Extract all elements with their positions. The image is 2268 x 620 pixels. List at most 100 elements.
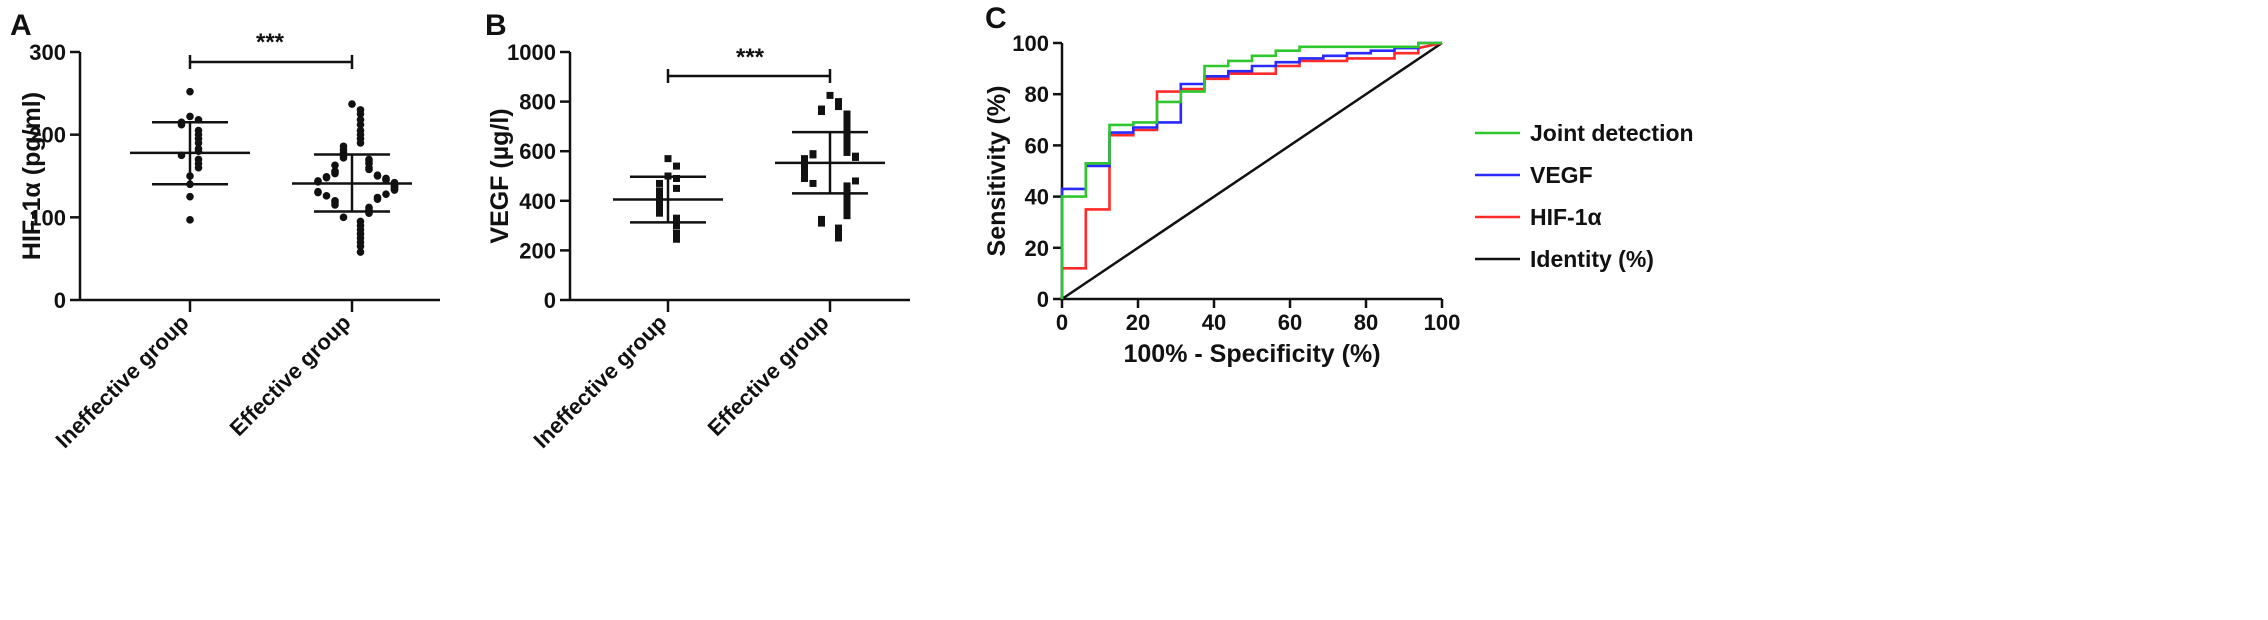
panel-a-group-2-point-43 <box>314 188 322 197</box>
panel-b-group-2-point-57 <box>843 212 851 220</box>
panel-b-group-1-point-13 <box>673 214 680 222</box>
panel-b-group-2-point-1 <box>835 98 842 106</box>
panel-a-group-2-point-55 <box>339 213 348 222</box>
panel-b-group-1-point-1 <box>673 162 680 170</box>
panel-c-legend-label-vegf: VEGF <box>1530 162 1593 188</box>
panel-a-group-2-point-26 <box>322 173 331 182</box>
panel-b-y-tick-label-1: 200 <box>519 238 556 263</box>
panel-b-category-label-2: Effective group <box>703 310 834 441</box>
panel-a-y-ticks: 0 100 200 300 <box>29 40 80 313</box>
panel-b-group-1-point-0 <box>664 155 672 163</box>
panel-b-group-2-point-23 <box>809 151 817 159</box>
panel-b-group-1-point-3 <box>673 174 680 182</box>
panel-a-group-2-point-63 <box>356 248 365 256</box>
panel-a-y-tick-label-2: 200 <box>29 123 66 148</box>
panel-c-y-tick-label-3: 60 <box>1025 133 1049 158</box>
panel-b-y-tick-label-0: 0 <box>544 288 556 313</box>
panel-c-y-tick-label-1: 20 <box>1025 236 1049 261</box>
panel-b-group-2-point-58 <box>818 215 825 223</box>
panel-b-letter: B <box>485 9 507 42</box>
panel-a-y-axis-title: HIF-1α (pg/ml) <box>18 92 46 260</box>
panel-b-group-2-point-42 <box>801 174 808 182</box>
panel-a-points <box>177 87 399 256</box>
panel-b-points <box>656 91 859 243</box>
panel-b-y-tick-label-5: 1000 <box>507 40 556 65</box>
panel-a-group-1-point-14 <box>194 163 203 172</box>
panel-c-legend-label-identity: Identity (%) <box>1530 246 1654 272</box>
panel-a-group-2-point-4 <box>356 120 365 129</box>
panel-c-series-identity <box>1061 41 1443 301</box>
panel-c-x-tick-label-3: 60 <box>1278 310 1302 335</box>
panel-c-x-tick-label-1: 20 <box>1126 310 1150 335</box>
panel-a-y-tick-label-1: 100 <box>29 205 66 230</box>
panel-b-group-2-point-62 <box>835 234 842 242</box>
panel-a-significance-label: *** <box>256 29 285 56</box>
panel-b-group-2-point-4 <box>818 108 825 116</box>
panel-a-group-2-point-13 <box>339 154 348 162</box>
panel-c-x-tick-label-4: 80 <box>1354 310 1378 335</box>
panel-c-y-tick-label-4: 80 <box>1025 82 1049 107</box>
panel-a-group-2-point-50 <box>331 201 339 209</box>
panel-c-x-tick-label-5: 100 <box>1424 310 1461 335</box>
panel-c-legend-label-joint-detection: Joint detection <box>1530 120 1694 146</box>
panel-a-group-2-point-24 <box>373 172 382 180</box>
panel-a-group-1-point-18 <box>186 216 194 224</box>
panel-b-group-1-point-12 <box>656 209 663 217</box>
panel-a-group-2-point-22 <box>331 169 339 178</box>
panel-a-category-label-2: Effective group <box>225 310 356 441</box>
panel-b-group-2-point-44 <box>809 179 817 187</box>
panel-a-group-2-point-47 <box>373 195 382 203</box>
panel-b-group-2-point-43 <box>852 177 859 185</box>
panel-a-group-2-point-62 <box>356 242 365 251</box>
panel-c-ticks: 0 20 40 60 80 100 0 20 40 60 80 100 <box>1012 31 1460 335</box>
panel-b-group-2-point-21 <box>843 148 851 156</box>
panel-b: B VEGF (µg/l) Ineffective group Effectiv… <box>485 9 910 453</box>
panel-c-x-tick-label-0: 0 <box>1056 310 1068 335</box>
panel-b-group-2-point-61 <box>835 229 842 237</box>
panel-a-group-1-point-0 <box>186 87 194 96</box>
panel-b-group-1-point-16 <box>673 235 680 243</box>
panel-c-series-joint-detection <box>1060 41 1442 299</box>
panel-a-letter: A <box>10 9 32 42</box>
panel-b-group-2-point-2 <box>835 103 842 111</box>
panel-c-y-axis-title: Sensitivity (%) <box>983 86 1011 257</box>
panel-a-stat-bars <box>130 121 412 213</box>
panel-a-group-1-point-17 <box>186 192 194 201</box>
panel-c-x-tick-label-2: 40 <box>1202 310 1226 335</box>
panel-a-group-2-point-29 <box>382 176 390 184</box>
panel-a-group-2-point-45 <box>322 192 331 200</box>
panel-a-group-1-point-1 <box>186 112 194 121</box>
panel-b-group-1-point-15 <box>673 229 680 237</box>
panel-b-group-2-point-25 <box>852 153 859 161</box>
panel-a-group-2-point-0 <box>348 100 356 108</box>
panel-b-group-1-point-5 <box>673 184 680 192</box>
panel-c-letter: C <box>985 2 1007 35</box>
panel-a-group-2-point-2 <box>356 110 365 118</box>
panel-b-y-ticks: 0 200 400 600 800 1000 <box>507 40 570 313</box>
panel-b-y-axis-title: VEGF (µg/l) <box>486 108 514 243</box>
panel-b-group-1-point-6 <box>656 187 663 195</box>
panel-a-group-1-point-8 <box>194 139 203 147</box>
panel-a-group-2-point-19 <box>365 165 373 174</box>
panel-c-x-axis-title: 100% - Specificity (%) <box>1123 340 1380 368</box>
panel-c-y-tick-label-0: 0 <box>1037 287 1049 312</box>
panel-b-y-tick-label-2: 400 <box>519 189 556 214</box>
panel-c-legend: Joint detection VEGF HIF-1α Identity (%) <box>1475 120 1694 272</box>
panel-a-y-tick-label-3: 300 <box>29 40 66 65</box>
panel-c-series-vegf <box>1060 41 1442 299</box>
panel-b-group-1-point-11 <box>656 204 663 212</box>
panel-b-y-tick-label-4: 800 <box>519 90 556 115</box>
panel-b-group-2-point-59 <box>818 219 825 227</box>
panel-b-category-label-1: Ineffective group <box>529 310 672 453</box>
panel-c-roc-curves <box>1060 41 1443 301</box>
panel-a-group-2-point-8 <box>356 139 365 147</box>
panel-c-y-tick-label-2: 40 <box>1025 185 1049 210</box>
panel-a-group-2-point-17 <box>331 161 339 170</box>
panel-a-category-label-1: Ineffective group <box>51 310 194 453</box>
panel-a-group-2-point-41 <box>390 186 399 194</box>
panel-c: C Sensitivity (%) 100% - Specificity (%)… <box>983 2 1694 368</box>
panel-a-y-tick-label-0: 0 <box>54 288 66 313</box>
panel-c-y-tick-label-5: 100 <box>1012 31 1049 56</box>
panel-c-legend-label-hif-1: HIF-1α <box>1530 204 1602 230</box>
